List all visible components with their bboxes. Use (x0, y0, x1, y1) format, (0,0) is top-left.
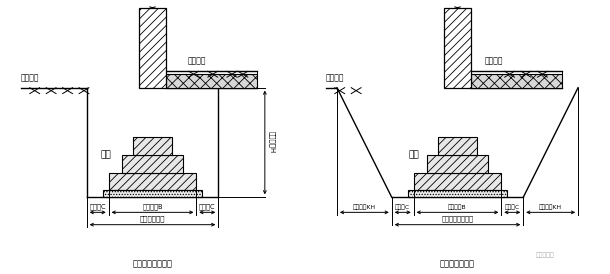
Text: 室内地坪: 室内地坪 (188, 56, 207, 65)
Text: 基础宽度B: 基础宽度B (448, 205, 467, 210)
Bar (123, 155, 182, 173)
Text: 放坡宽度KH: 放坡宽度KH (353, 205, 376, 210)
Text: 工作面C: 工作面C (395, 205, 410, 210)
Bar (428, 155, 487, 173)
Text: 基础: 基础 (101, 150, 112, 159)
Text: 放坡宽度KH: 放坡宽度KH (539, 205, 562, 210)
Bar (444, 8, 471, 88)
Text: 基础宽度B: 基础宽度B (142, 204, 163, 210)
Text: 室外地坪: 室外地坪 (21, 74, 40, 83)
Text: 工作面C: 工作面C (199, 204, 215, 210)
Bar (439, 137, 476, 155)
Text: 工作面C: 工作面C (505, 205, 520, 210)
Bar (134, 137, 171, 155)
Bar (471, 74, 562, 88)
Text: 室内地坪: 室内地坪 (485, 56, 503, 65)
Text: 基槽基底开挖宽度: 基槽基底开挖宽度 (442, 216, 473, 222)
Text: 基槽开挖宽度: 基槽开挖宽度 (140, 216, 165, 222)
Text: 基础: 基础 (408, 150, 419, 159)
Bar (166, 74, 257, 88)
Bar (103, 190, 202, 197)
Bar (408, 190, 507, 197)
Text: 不放坡的基槽断面: 不放坡的基槽断面 (132, 259, 173, 269)
Text: 工作面C: 工作面C (90, 204, 106, 210)
Text: 室外地坪: 室外地坪 (326, 74, 345, 83)
Text: 放坡的基槽断面: 放坡的基槽断面 (440, 259, 475, 269)
Bar (139, 8, 166, 88)
Text: 开挖深度H: 开挖深度H (269, 131, 276, 154)
Bar (414, 173, 501, 190)
Text: 建筑大家园: 建筑大家园 (536, 252, 554, 258)
Bar (109, 173, 196, 190)
